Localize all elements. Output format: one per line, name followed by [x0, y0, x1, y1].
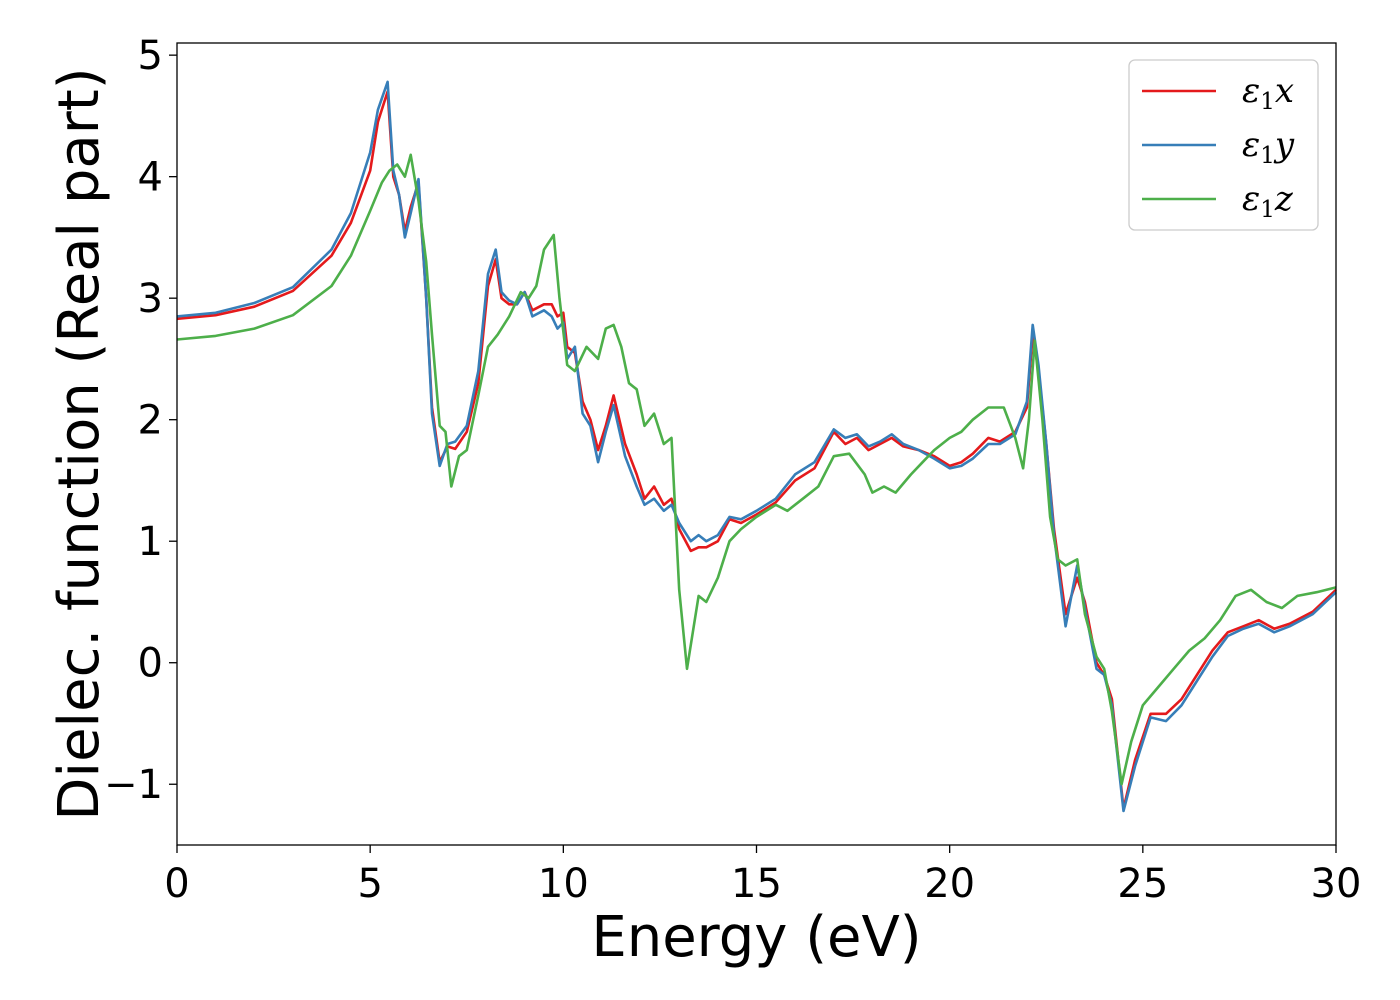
x-tick-label: 15 — [731, 861, 782, 907]
series-line-z — [176, 153, 1337, 786]
x-tick-label: 5 — [357, 861, 382, 907]
y-tick-label: −1 — [104, 762, 163, 808]
legend-label-z: ε1z — [1242, 179, 1294, 223]
y-tick-label: 2 — [138, 398, 163, 444]
y-tick-label: 1 — [138, 519, 163, 565]
x-tick-label: 0 — [164, 861, 189, 907]
x-tick-label: 25 — [1117, 861, 1168, 907]
y-tick-label: 4 — [138, 155, 163, 201]
y-tick-label: 3 — [138, 276, 163, 322]
y-tick-label: 5 — [138, 33, 163, 79]
series-layer — [176, 80, 1337, 813]
legend-box — [1128, 59, 1319, 231]
legend-label-y: ε1y — [1242, 125, 1295, 169]
y-tick-label: 0 — [138, 641, 163, 687]
x-axis-ticks: 0 5 10 15 20 25 30 — [164, 845, 1361, 907]
x-tick-label: 20 — [924, 861, 975, 907]
x-tick-label: 10 — [538, 861, 589, 907]
y-axis-label: Dielec. function (Real part) — [47, 67, 112, 820]
series-line-y — [176, 80, 1337, 813]
legend: ε1x ε1y ε1z — [1128, 59, 1319, 231]
x-axis-label: Energy (eV) — [591, 905, 921, 970]
y-axis-ticks: −1 0 1 2 3 4 5 — [104, 33, 177, 808]
x-tick-label: 30 — [1311, 861, 1362, 907]
legend-label-x: ε1x — [1242, 71, 1294, 115]
